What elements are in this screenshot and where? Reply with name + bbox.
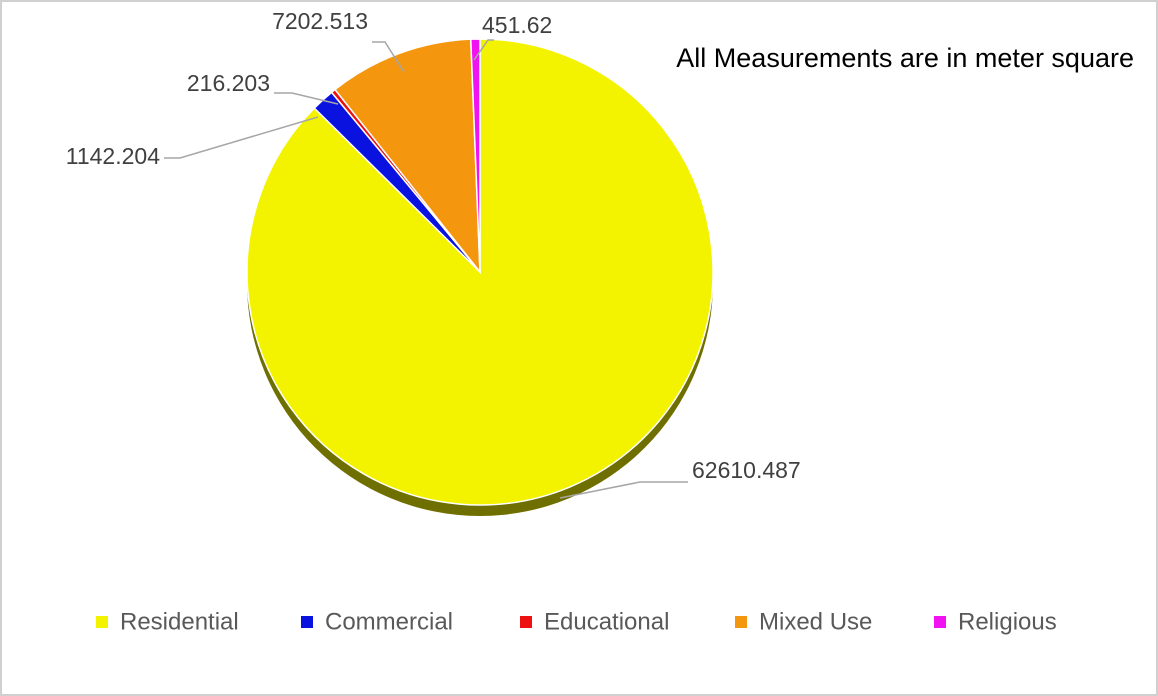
data-label: 1142.204 — [66, 143, 160, 169]
legend-swatch — [301, 616, 313, 628]
leader-line — [372, 41, 405, 73]
legend-label: Commercial — [325, 608, 453, 635]
leader-line — [473, 39, 494, 61]
data-label: 451.62 — [482, 12, 552, 38]
data-label: 62610.487 — [692, 457, 801, 483]
annotation: All Measurements are in meter square — [676, 43, 1134, 73]
pie-slice — [469, 38, 481, 273]
legend-label: Educational — [544, 608, 669, 635]
legend-label: Religious — [958, 608, 1057, 635]
legend-swatch — [96, 616, 108, 628]
leader-line — [274, 92, 339, 105]
legend-label: Mixed Use — [759, 608, 872, 635]
pie-slice — [333, 38, 481, 275]
legend-swatch — [520, 616, 532, 628]
legend-swatch — [934, 616, 946, 628]
leader-line — [559, 481, 688, 499]
data-label: 216.203 — [187, 70, 270, 96]
legend-label: Residential — [120, 608, 239, 635]
leader-line — [164, 116, 319, 159]
data-label: 7202.513 — [272, 8, 368, 34]
legend-swatch — [735, 616, 747, 628]
